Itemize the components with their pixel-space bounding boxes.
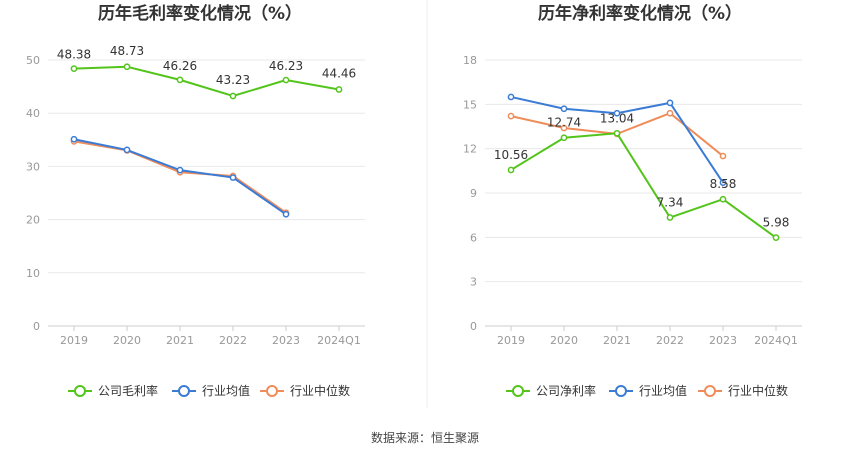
chart-panel-2: 历年净利率变化情况（%） 0 3 6 9 12 15 18 2019 2020 2021 2022 20…	[463, 3, 802, 398]
data-point	[70, 65, 78, 72]
data-point	[772, 234, 780, 241]
series-2	[70, 135, 290, 218]
legend-item-2: 行业均值	[172, 383, 250, 398]
x-tick-label: 2024Q1	[317, 334, 361, 347]
y-tick-label: 0	[33, 320, 40, 333]
x-tick-label: 2019	[60, 334, 88, 347]
data-point	[719, 195, 727, 203]
data-point	[229, 92, 237, 100]
series-line	[73, 138, 287, 216]
data-point	[176, 166, 184, 174]
data-point	[666, 109, 674, 117]
x-tick-label: 2024Q1	[754, 334, 798, 347]
data-point	[666, 214, 674, 221]
data-label: 8.58	[710, 177, 737, 191]
data-point	[507, 93, 515, 101]
data-label: 46.26	[163, 59, 197, 73]
data-point	[719, 152, 727, 160]
x-tick-label: 2023	[272, 334, 300, 347]
y-tick-label: 0	[470, 320, 477, 333]
legend-marker	[178, 385, 190, 397]
legend-label: 行业中位数	[728, 383, 788, 398]
legend-marker	[615, 385, 627, 397]
y-tick-label: 15	[463, 98, 477, 111]
data-point	[507, 112, 515, 120]
data-point	[123, 63, 131, 71]
series-line	[510, 95, 724, 184]
legend-label: 公司净利率	[536, 383, 596, 398]
data-source-note: 数据来源：恒生聚源	[370, 431, 479, 445]
data-point	[613, 109, 621, 117]
y-tick-label: 30	[26, 160, 40, 173]
series-line	[73, 65, 340, 98]
data-point	[176, 76, 184, 84]
y-tick-label: 10	[26, 267, 40, 280]
legend-label: 行业均值	[202, 383, 250, 398]
legend-item-3: 行业中位数	[698, 383, 788, 398]
y-tick-label: 50	[26, 54, 40, 67]
data-label: 48.73	[110, 44, 144, 58]
data-label: 5.98	[763, 216, 790, 230]
chart-title: 历年毛利率变化情况（%）	[98, 3, 302, 24]
series-line	[73, 140, 287, 214]
legend-marker	[704, 385, 716, 397]
data-point	[282, 76, 290, 84]
data-point	[282, 210, 290, 218]
data-point	[560, 105, 568, 113]
data-label: 7.34	[657, 196, 684, 210]
legend-marker	[266, 385, 278, 397]
x-tick-label: 2022	[656, 334, 684, 347]
data-point	[666, 99, 674, 107]
chart-title: 历年净利率变化情况（%）	[538, 3, 742, 24]
data-label: 10.56	[494, 148, 528, 162]
y-tick-label: 12	[463, 143, 477, 156]
legend-item-1: 公司毛利率	[68, 383, 158, 398]
legend-label: 公司毛利率	[98, 383, 158, 398]
data-point	[560, 124, 568, 132]
legend-marker	[512, 385, 524, 397]
series-3	[70, 138, 290, 217]
data-point	[123, 146, 131, 154]
data-label: 12.74	[547, 116, 581, 130]
data-point	[70, 135, 78, 143]
series-1	[70, 63, 343, 100]
y-tick-label: 20	[26, 214, 40, 227]
data-point	[335, 86, 343, 93]
y-tick-label: 6	[470, 231, 477, 244]
data-label: 48.38	[57, 48, 91, 62]
x-tick-label: 2019	[497, 334, 525, 347]
legend-item-3: 行业中位数	[260, 383, 350, 398]
data-label: 13.04	[600, 111, 634, 125]
legend-item-1: 公司净利率	[506, 383, 596, 398]
series-2	[507, 93, 727, 187]
legend-marker	[74, 385, 86, 397]
data-label: 43.23	[216, 73, 250, 87]
series-1	[507, 129, 780, 241]
x-tick-label: 2021	[603, 334, 631, 347]
data-point	[719, 179, 727, 187]
y-tick-label: 40	[26, 107, 40, 120]
series-line	[510, 132, 777, 239]
legend-item-2: 行业均值	[609, 383, 687, 398]
legend-label: 行业中位数	[290, 383, 350, 398]
x-tick-label: 2020	[113, 334, 141, 347]
x-tick-label: 2020	[550, 334, 578, 347]
x-tick-label: 2021	[166, 334, 194, 347]
y-tick-label: 18	[463, 54, 477, 67]
data-label: 44.46	[322, 66, 356, 80]
legend-label: 行业均值	[639, 383, 687, 398]
x-tick-label: 2023	[709, 334, 737, 347]
data-label: 46.23	[269, 59, 303, 73]
data-point	[507, 166, 515, 174]
data-point	[560, 134, 568, 142]
y-tick-label: 3	[470, 276, 477, 289]
chart-panel-1: 历年毛利率变化情况（%） 0 10 20 30 40 50 2019 2020 2021 2022 2…	[26, 3, 365, 398]
data-point	[229, 174, 237, 181]
data-point	[613, 129, 621, 137]
y-tick-label: 9	[470, 187, 477, 200]
x-tick-label: 2022	[219, 334, 247, 347]
